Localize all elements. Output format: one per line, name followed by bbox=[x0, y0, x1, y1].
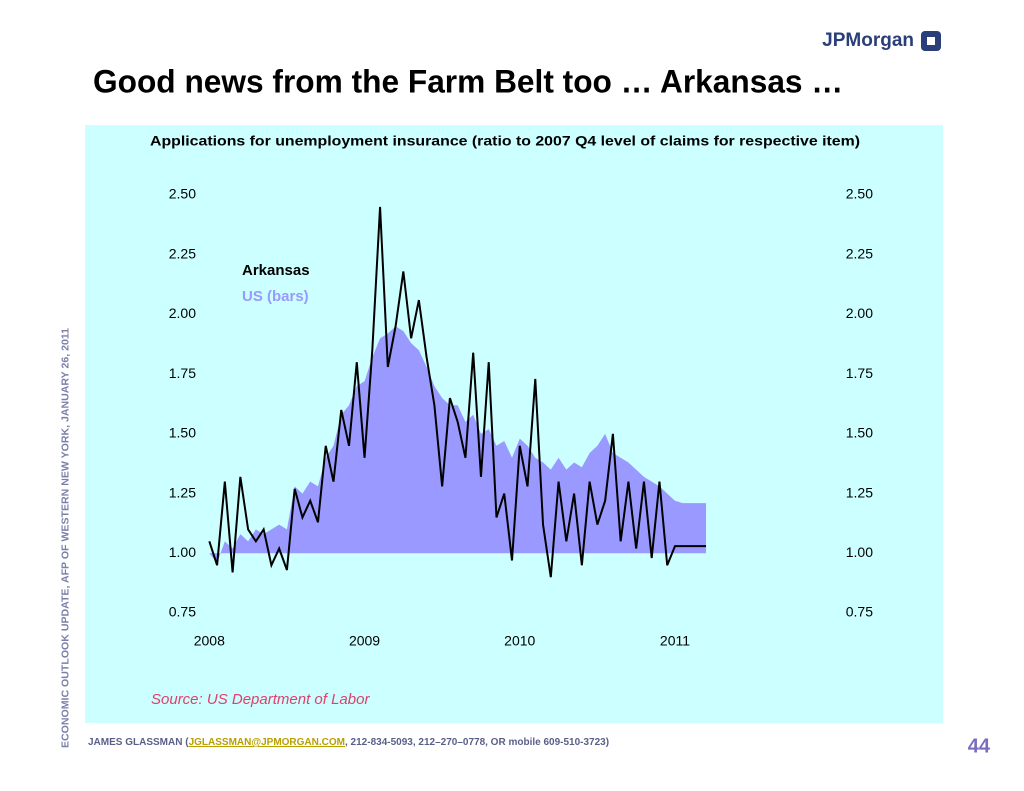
legend-label: US (bars) bbox=[242, 288, 309, 305]
y-tick-label: 1.25 bbox=[169, 484, 196, 500]
chart-panel bbox=[85, 125, 943, 723]
y-tick-label: 1.50 bbox=[169, 425, 196, 441]
y-tick-label: 1.75 bbox=[169, 365, 196, 381]
footer-prefix: JAMES GLASSMAN ( bbox=[88, 737, 189, 748]
y-tick-label: 2.50 bbox=[169, 186, 196, 202]
y-tick-label: 2.25 bbox=[169, 245, 196, 261]
y-tick-label: 2.00 bbox=[169, 305, 196, 321]
y2-tick-label: 2.50 bbox=[846, 186, 873, 202]
x-tick-label: 2008 bbox=[194, 633, 225, 649]
y2-tick-label: 1.50 bbox=[846, 425, 873, 441]
y2-tick-label: 2.00 bbox=[846, 305, 873, 321]
legend-label: Arkansas bbox=[242, 262, 310, 279]
logo-icon-inner bbox=[927, 37, 935, 45]
side-text: ECONOMIC OUTLOOK UPDATE, AFP OF WESTERN … bbox=[61, 328, 72, 748]
x-tick-label: 2009 bbox=[349, 633, 380, 649]
us-area bbox=[209, 326, 707, 563]
source: Source: US Department of Labor bbox=[151, 691, 370, 708]
y-tick-label: 0.75 bbox=[169, 604, 196, 620]
y2-tick-label: 2.25 bbox=[846, 245, 873, 261]
y2-tick-label: 1.75 bbox=[846, 365, 873, 381]
footer-email[interactable]: JGLASSMAN@JPMORGAN.COM bbox=[189, 737, 345, 748]
y2-tick-label: 1.00 bbox=[846, 544, 873, 560]
x-tick-label: 2010 bbox=[504, 633, 535, 649]
y2-tick-label: 0.75 bbox=[846, 604, 873, 620]
y-tick-label: 1.00 bbox=[169, 544, 196, 560]
logo-text: JPMorgan bbox=[822, 30, 914, 51]
arkansas-line bbox=[208, 206, 707, 578]
x-tick-label: 2011 bbox=[660, 633, 690, 649]
footer-suffix: , 212-834-5093, 212–270–0778, OR mobile … bbox=[345, 737, 609, 748]
page-number: 44 bbox=[968, 735, 991, 757]
chart-title: Applications for unemployment insurance … bbox=[150, 133, 860, 149]
slide-title: Good news from the Farm Belt too … Arkan… bbox=[93, 63, 843, 99]
footer: JAMES GLASSMAN (JGLASSMAN@JPMORGAN.COM, … bbox=[88, 737, 609, 748]
y2-tick-label: 1.25 bbox=[846, 484, 873, 500]
